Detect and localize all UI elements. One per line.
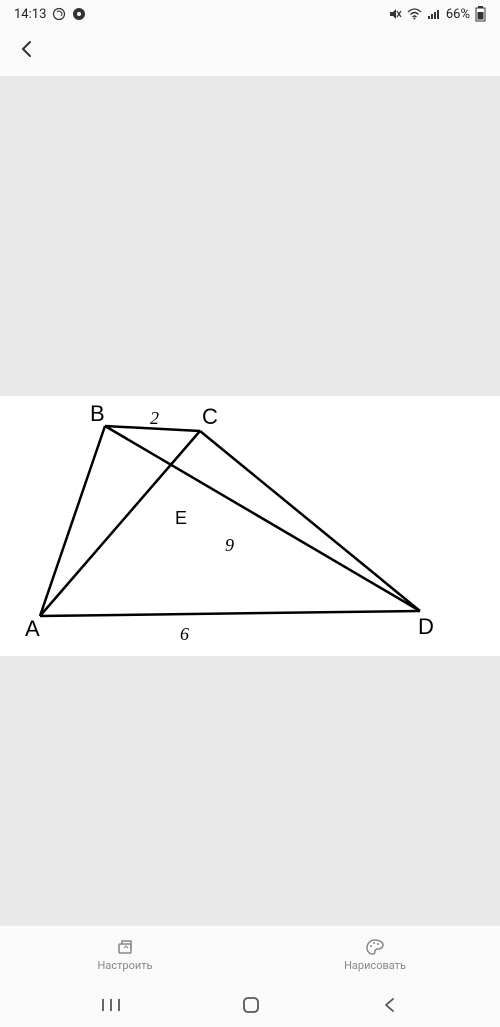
label-ed: 9 [225,535,234,555]
tiktok-icon [52,7,66,21]
signal-icon [427,7,441,21]
edge-ab [40,426,105,616]
status-time: 14:13 [14,7,46,22]
content-area: A B C D E 2 9 6 [0,76,500,925]
nav-back[interactable] [380,995,400,1015]
nav-recent[interactable] [100,994,122,1016]
edge-ad [40,611,420,616]
vertex-a: A [25,616,40,641]
nav-home[interactable] [241,995,261,1015]
geometry-diagram: A B C D E 2 9 6 [0,396,500,656]
palette-icon [365,937,385,957]
status-left: 14:13 [14,7,86,22]
status-right: 66% [388,6,486,22]
battery-icon [475,6,486,22]
status-bar: 14:13 66% [0,0,500,28]
label-bc: 2 [150,408,159,428]
adjust-icon [115,937,135,957]
adjust-label: Настроить [98,959,153,972]
draw-button[interactable]: Нарисовать [250,926,500,983]
mute-icon [388,7,402,21]
wifi-icon [407,7,422,21]
vertex-c: C [202,404,218,429]
vertex-e: E [175,508,187,528]
vertex-b: B [90,401,105,426]
battery-pct: 66% [446,7,470,22]
draw-label: Нарисовать [344,959,406,972]
app-header [0,28,500,76]
diagram-svg: A B C D E 2 9 6 [0,396,500,656]
bottom-toolbar: Настроить Нарисовать [0,925,500,983]
lower-space [0,656,500,925]
edge-cd [200,431,420,611]
back-button[interactable] [16,38,38,66]
diagonal-bd [105,426,420,611]
nav-bar [0,983,500,1027]
upper-space [0,76,500,396]
vertex-d: D [418,614,434,639]
label-ad: 6 [180,624,189,644]
music-icon [72,7,86,21]
adjust-button[interactable]: Настроить [0,926,250,983]
